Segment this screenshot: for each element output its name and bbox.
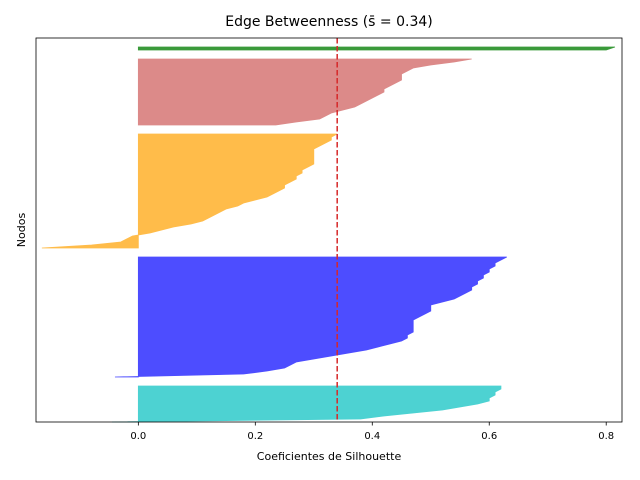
plot-frame	[35, 37, 623, 423]
x-tick-label: 0.2	[247, 431, 263, 442]
silhouette-area	[41, 133, 338, 249]
x-tick-label: 0.8	[598, 431, 614, 442]
chart-title: Edge Betweenness (s̄ = 0.34)	[225, 14, 432, 30]
silhouette-area	[137, 46, 616, 51]
x-tick-label: 0.0	[130, 431, 146, 442]
x-axis-label: Coeficientes de Silhouette	[257, 450, 402, 463]
y-axis-label: Nodos	[15, 213, 28, 248]
silhouette-area	[137, 58, 472, 126]
silhouette-area	[114, 256, 507, 378]
x-tick-label: 0.6	[481, 431, 497, 442]
silhouette-area	[112, 385, 502, 423]
x-tick-label: 0.4	[364, 431, 380, 442]
